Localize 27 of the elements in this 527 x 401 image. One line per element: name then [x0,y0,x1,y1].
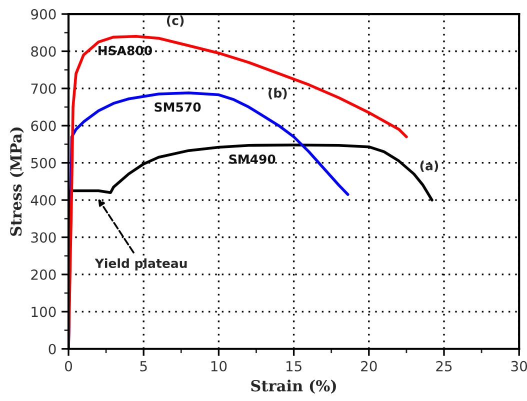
x-tick-label: 10 [211,360,227,372]
y-tick-label: 800 [31,46,56,57]
y-tick-label: 700 [31,83,56,94]
x-tick-label: 0 [65,360,72,372]
y-tick-label: 500 [31,158,56,168]
annotation: (c) [166,16,184,27]
annotation: Yield plateau [94,258,187,270]
series-label: HSA800 [98,46,152,56]
x-tick-label: 30 [511,360,527,372]
y-tick-label: 300 [31,232,56,243]
x-tick-label: 15 [286,361,302,372]
x-tick-label: 25 [436,360,452,372]
x-tick-label: 20 [361,360,377,372]
y-tick-label: 200 [31,269,56,280]
y-tick-label: 900 [31,9,56,20]
y-tick-label: 400 [30,195,56,206]
annotation: (a) [420,160,438,172]
series-label: SM490 [229,154,276,164]
annotation: (b) [268,88,287,100]
y-axis-title: Stress (MPa) [10,128,24,236]
line-series [68,34,408,349]
x-tick-label: 5 [140,361,147,372]
y-tick-label: 600 [31,120,56,132]
y-tick-label: 100 [32,306,56,318]
x-axis-title: Strain (%) [251,380,336,394]
series-label: SM570 [154,102,201,112]
y-tick-label: 0 [48,344,56,354]
